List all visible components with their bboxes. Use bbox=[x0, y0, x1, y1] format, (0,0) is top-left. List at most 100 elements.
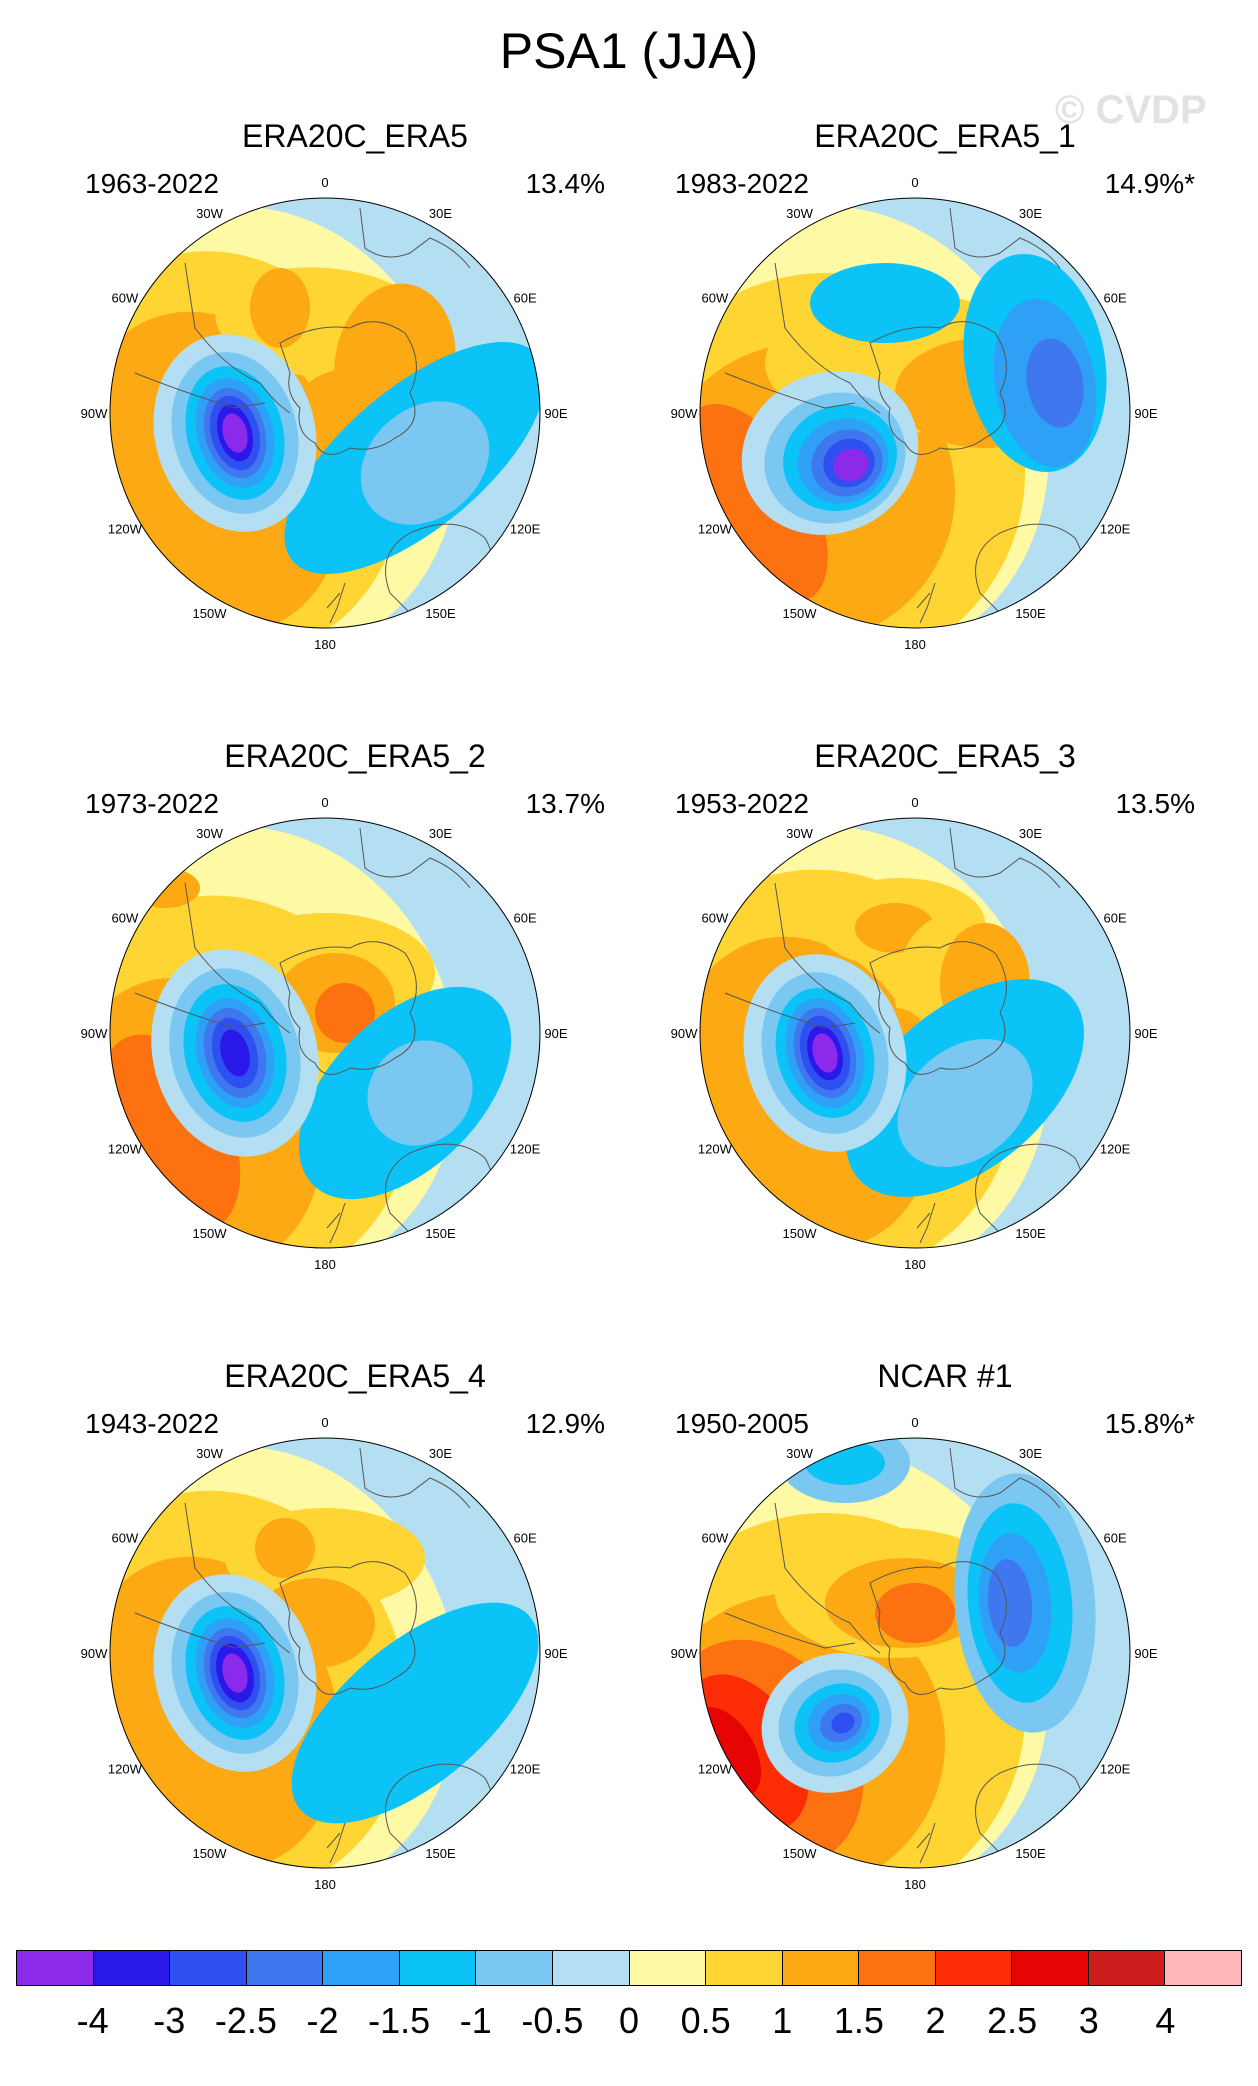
polar-map: 0 30E 60E 90E 120E 150E 180 150W 120W 90W 60W 30W bbox=[81, 795, 568, 1272]
longitude-label: 30E bbox=[429, 206, 452, 221]
colorbar-tick-label: 3 bbox=[1078, 2000, 1099, 2041]
longitude-label: 30E bbox=[1019, 1446, 1042, 1461]
longitude-label: 60W bbox=[112, 291, 139, 306]
panel-title: ERA20C_ERA5_3 bbox=[814, 738, 1076, 774]
antarctica-outline bbox=[279, 321, 417, 455]
colorbar-swatch bbox=[552, 1951, 630, 1985]
colorbar-swatch bbox=[706, 1951, 783, 1985]
longitude-label: 90W bbox=[671, 406, 698, 421]
longitude-label: 60W bbox=[112, 1531, 139, 1546]
map-boundary bbox=[109, 1437, 541, 1869]
panel-percent-variance: 13.4% bbox=[525, 168, 605, 199]
anomaly-contour bbox=[805, 1441, 885, 1485]
anomaly-contour bbox=[367, 1040, 473, 1146]
anomaly-contour bbox=[250, 268, 310, 348]
longitude-label: 90E bbox=[1134, 1646, 1157, 1661]
pattern-field bbox=[700, 818, 1130, 1248]
colorbar-swatch bbox=[246, 1951, 324, 1985]
colorbar-tick-label: 0 bbox=[618, 2000, 640, 2041]
longitude-label: 120W bbox=[108, 522, 143, 537]
south-america-outline bbox=[184, 262, 291, 414]
africa-outline bbox=[359, 827, 471, 889]
anomaly-contour bbox=[360, 401, 490, 525]
map-panel-4: ERA20C_ERA5_3 1953-2022 13.5% 0 30E 60E 90E… bbox=[665, 738, 1225, 1328]
longitude-label: 90W bbox=[81, 1646, 108, 1661]
colorbar-swatch bbox=[399, 1951, 477, 1985]
colorbar-swatch bbox=[1012, 1951, 1089, 1985]
longitude-label: 120E bbox=[1100, 1762, 1131, 1777]
longitude-labels: 0 30E 60E 90E 120E 150E 180 150W 120W 90W 60W 30W bbox=[81, 175, 568, 652]
new-zealand-outline bbox=[916, 1202, 936, 1244]
polar-map: 0 30E 60E 90E 120E 150E 180 150W 120W 90W 60W 30W bbox=[671, 175, 1158, 652]
longitude-label: 60E bbox=[1104, 911, 1127, 926]
longitude-label: 30W bbox=[196, 826, 223, 841]
colorbar-swatch bbox=[476, 1951, 553, 1985]
anomaly-contour bbox=[700, 403, 828, 603]
panel-title: ERA20C_ERA5_4 bbox=[224, 1358, 486, 1394]
africa-outline bbox=[949, 827, 1061, 889]
longitude-label: 60W bbox=[702, 911, 729, 926]
colorbar-swatch bbox=[935, 1951, 1013, 1985]
colorbar-labels: -4 -3 -2.5 -2 -1.5 -1 -0.5 0 0.5 1 1.5 2 2.5 3 4 bbox=[16, 2000, 1242, 2050]
longitude-label: 60W bbox=[702, 291, 729, 306]
anomaly-contour bbox=[130, 868, 200, 908]
colorbar-tick-label: -4 bbox=[76, 2000, 109, 2041]
coastline bbox=[134, 1612, 266, 1649]
longitude-label: 0 bbox=[321, 795, 328, 810]
anomaly-contour bbox=[222, 413, 248, 453]
colorbar-tick-label: -0.5 bbox=[521, 2000, 584, 2041]
map-boundary bbox=[109, 197, 541, 629]
map-boundary bbox=[699, 197, 1131, 629]
anomaly-contour bbox=[987, 1559, 1033, 1647]
anomaly-contour bbox=[291, 1602, 539, 1824]
anomaly-contour bbox=[220, 1029, 250, 1077]
coastline bbox=[724, 992, 856, 1029]
polar-map: 0 30E 60E 90E 120E 150E 180 150W 120W 90W 60W 30W bbox=[81, 1415, 568, 1892]
africa-outline bbox=[949, 1447, 1061, 1509]
longitude-label: 180 bbox=[314, 1877, 336, 1892]
colorbar-swatch bbox=[629, 1951, 707, 1985]
longitude-label: 150E bbox=[1015, 1226, 1046, 1241]
colorbar-swatch bbox=[170, 1951, 247, 1985]
longitude-label: 0 bbox=[321, 1415, 328, 1430]
panel-years: 1973-2022 bbox=[85, 788, 219, 819]
anomaly-contour bbox=[831, 1712, 855, 1734]
longitude-label: 120W bbox=[698, 522, 733, 537]
colorbar-tick-label: 0.5 bbox=[680, 2000, 731, 2041]
longitude-label: 150E bbox=[425, 1846, 456, 1861]
anomaly-contour bbox=[812, 1033, 838, 1073]
longitude-label: 60E bbox=[1104, 1531, 1127, 1546]
longitude-label: 120W bbox=[108, 1762, 143, 1777]
longitude-label: 150E bbox=[1015, 1846, 1046, 1861]
map-panel-5: ERA20C_ERA5_4 1943-2022 12.9% 0 30E 60E 90E… bbox=[75, 1358, 635, 1948]
longitude-labels: 0 30E 60E 90E 120E 150E 180 150W 120W 90W 60W 30W bbox=[81, 1415, 568, 1892]
map-boundary bbox=[699, 1437, 1131, 1869]
pattern-field bbox=[110, 1438, 540, 1868]
longitude-label: 120E bbox=[1100, 522, 1131, 537]
anomaly-contour bbox=[875, 1583, 955, 1643]
map-panel-3: ERA20C_ERA5_2 1973-2022 13.7% 0 30E 60E 90E… bbox=[75, 738, 635, 1328]
coastline bbox=[134, 372, 266, 409]
longitude-label: 150E bbox=[1015, 606, 1046, 621]
anomaly-contour bbox=[222, 1653, 248, 1693]
anomaly-contour bbox=[255, 1518, 315, 1578]
longitude-label: 60W bbox=[702, 1531, 729, 1546]
south-america-outline bbox=[774, 1502, 881, 1654]
longitude-label: 120W bbox=[698, 1142, 733, 1157]
longitude-label: 120E bbox=[510, 1762, 541, 1777]
map-boundary bbox=[699, 817, 1131, 1249]
longitude-label: 180 bbox=[314, 1257, 336, 1272]
anomaly-contour bbox=[1026, 338, 1084, 428]
longitude-label: 150W bbox=[783, 1846, 818, 1861]
longitude-label: 0 bbox=[911, 795, 918, 810]
longitude-label: 0 bbox=[911, 1415, 918, 1430]
colorbar bbox=[16, 1950, 1242, 1986]
longitude-label: 30E bbox=[1019, 826, 1042, 841]
longitude-labels: 0 30E 60E 90E 120E 150E 180 150W 120W 90W 60W 30W bbox=[671, 795, 1158, 1272]
africa-outline bbox=[359, 207, 471, 269]
coastline bbox=[134, 992, 266, 1029]
longitude-label: 60E bbox=[1104, 291, 1127, 306]
watermark: © CVDP bbox=[1055, 88, 1207, 132]
colorbar-tick-label: 2.5 bbox=[987, 2000, 1038, 2041]
panel-title: ERA20C_ERA5 bbox=[242, 118, 468, 154]
